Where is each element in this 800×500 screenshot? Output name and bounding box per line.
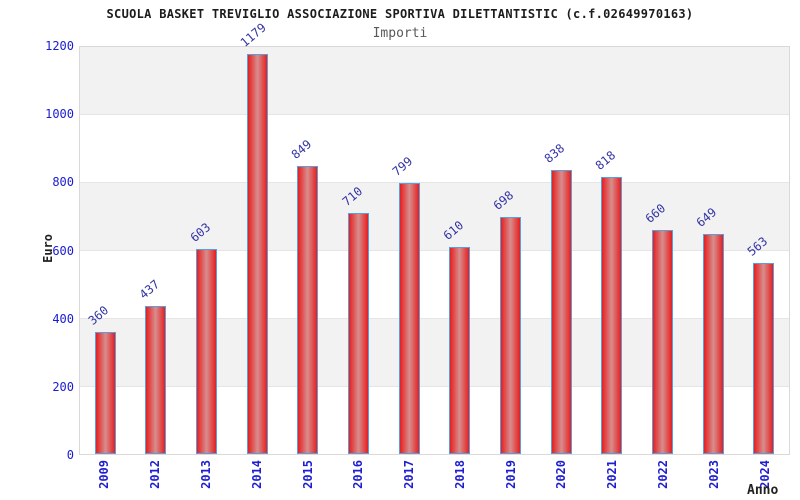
x-tick-2009: 2009	[79, 460, 130, 489]
bar-slot-2024: 563	[738, 47, 789, 454]
bar-slot-2021: 818	[586, 47, 637, 454]
bar-slot-2019: 698	[485, 47, 536, 454]
bar-slot-2020: 838	[536, 47, 587, 454]
plot-area: 360 437 603 1179 849 710 799 610 698 838 818 660 649…	[79, 21, 790, 455]
bar-value-label: 849	[288, 137, 315, 162]
x-tick-label: 2019	[503, 460, 518, 489]
bar-value-label: 610	[440, 218, 467, 243]
bar-slot-2015: 849	[283, 47, 334, 454]
bar-2019	[499, 217, 521, 454]
bar-value-label: 710	[339, 184, 365, 209]
x-tick-2019: 2019	[485, 460, 536, 489]
bar-2016	[348, 213, 370, 454]
bar-value-label: 437	[136, 276, 163, 302]
x-tick-2014: 2014	[231, 460, 282, 489]
bar-2012	[145, 305, 167, 454]
y-tick-label: 200	[52, 379, 74, 394]
x-axis-title: Anno	[747, 483, 779, 498]
bar-2018	[449, 247, 471, 454]
x-tick-label: 2012	[148, 460, 163, 489]
bar-slot-2016: 710	[333, 47, 384, 454]
y-tick-label: 400	[52, 311, 74, 326]
bar-2009	[94, 331, 116, 454]
bar-value-label: 818	[592, 147, 618, 173]
bar-2013	[196, 249, 218, 454]
x-tick-2017: 2017	[384, 460, 435, 489]
y-tick-label: 800	[52, 175, 74, 190]
y-tick-label: 600	[52, 243, 74, 258]
bar-slot-2023: 649	[688, 47, 739, 454]
bar-2024	[753, 263, 775, 454]
x-tick-2021: 2021	[587, 460, 638, 489]
plot-band	[80, 47, 789, 115]
bar-slot-2013: 603	[181, 47, 232, 454]
x-tick-2012: 2012	[130, 460, 181, 489]
x-tick-2015: 2015	[282, 460, 333, 489]
bar-2020	[550, 169, 572, 454]
x-tick-2022: 2022	[638, 460, 689, 489]
x-tick-label: 2014	[249, 460, 264, 489]
bars-layer: 360 437 603 1179 849 710 799 610 698 838 818 660 649…	[80, 21, 789, 454]
bar-slot-2017: 799	[384, 47, 435, 454]
plot-band	[80, 115, 789, 183]
x-tick-label: 2017	[402, 460, 417, 489]
chart-title: SCUOLA BASKET TREVIGLIO ASSOCIAZIONE SPO…	[106, 7, 694, 21]
x-axis-labels: 2009 2012 2013 2014 2015 2016 2017 2018 2019 2020…	[79, 460, 790, 500]
bar-value-label: 649	[693, 204, 720, 230]
bar-2015	[297, 166, 319, 454]
x-tick-label: 2018	[452, 460, 467, 489]
bar-slot-2018: 610	[434, 47, 485, 454]
x-tick-2016: 2016	[333, 460, 384, 489]
x-tick-label: 2015	[300, 460, 315, 489]
bar-slot-2022: 660	[637, 47, 688, 454]
chart-subtitle: Importi	[372, 26, 428, 41]
x-tick-2023: 2023	[688, 460, 739, 489]
bar-2014	[246, 54, 268, 454]
bar-value-label: 799	[389, 154, 416, 179]
x-tick-label: 2023	[706, 460, 721, 489]
x-tick-label: 2021	[605, 460, 620, 489]
bar-value-label: 563	[744, 234, 770, 259]
x-tick-2013: 2013	[181, 460, 232, 489]
bar-2021	[601, 176, 623, 454]
bar-slot-2009: 360	[80, 47, 131, 454]
bar-2017	[398, 183, 420, 454]
y-axis-title: Euro	[41, 234, 55, 263]
y-tick-label: 1000	[45, 107, 74, 122]
y-tick-label: 0	[66, 448, 74, 462]
bar-slot-2014: 1179	[232, 21, 283, 454]
x-tick-label: 2020	[554, 460, 569, 489]
bar-value-label: 838	[541, 140, 568, 166]
bar-value-label: 360	[85, 303, 112, 328]
x-tick-label: 2022	[655, 460, 670, 489]
x-tick-label: 2013	[198, 460, 213, 489]
bar-2023	[702, 233, 724, 454]
bar-value-label: 660	[643, 201, 669, 226]
x-tick-2020: 2020	[536, 460, 587, 489]
x-tick-2018: 2018	[434, 460, 485, 489]
bar-value-label: 698	[491, 188, 517, 214]
bar-slot-2012: 437	[131, 47, 182, 454]
bar-value-label: 603	[187, 220, 213, 246]
x-tick-label: 2016	[351, 460, 366, 489]
y-tick-label: 1200	[45, 39, 74, 53]
bar-2022	[651, 230, 673, 454]
x-tick-label: 2009	[97, 460, 112, 489]
